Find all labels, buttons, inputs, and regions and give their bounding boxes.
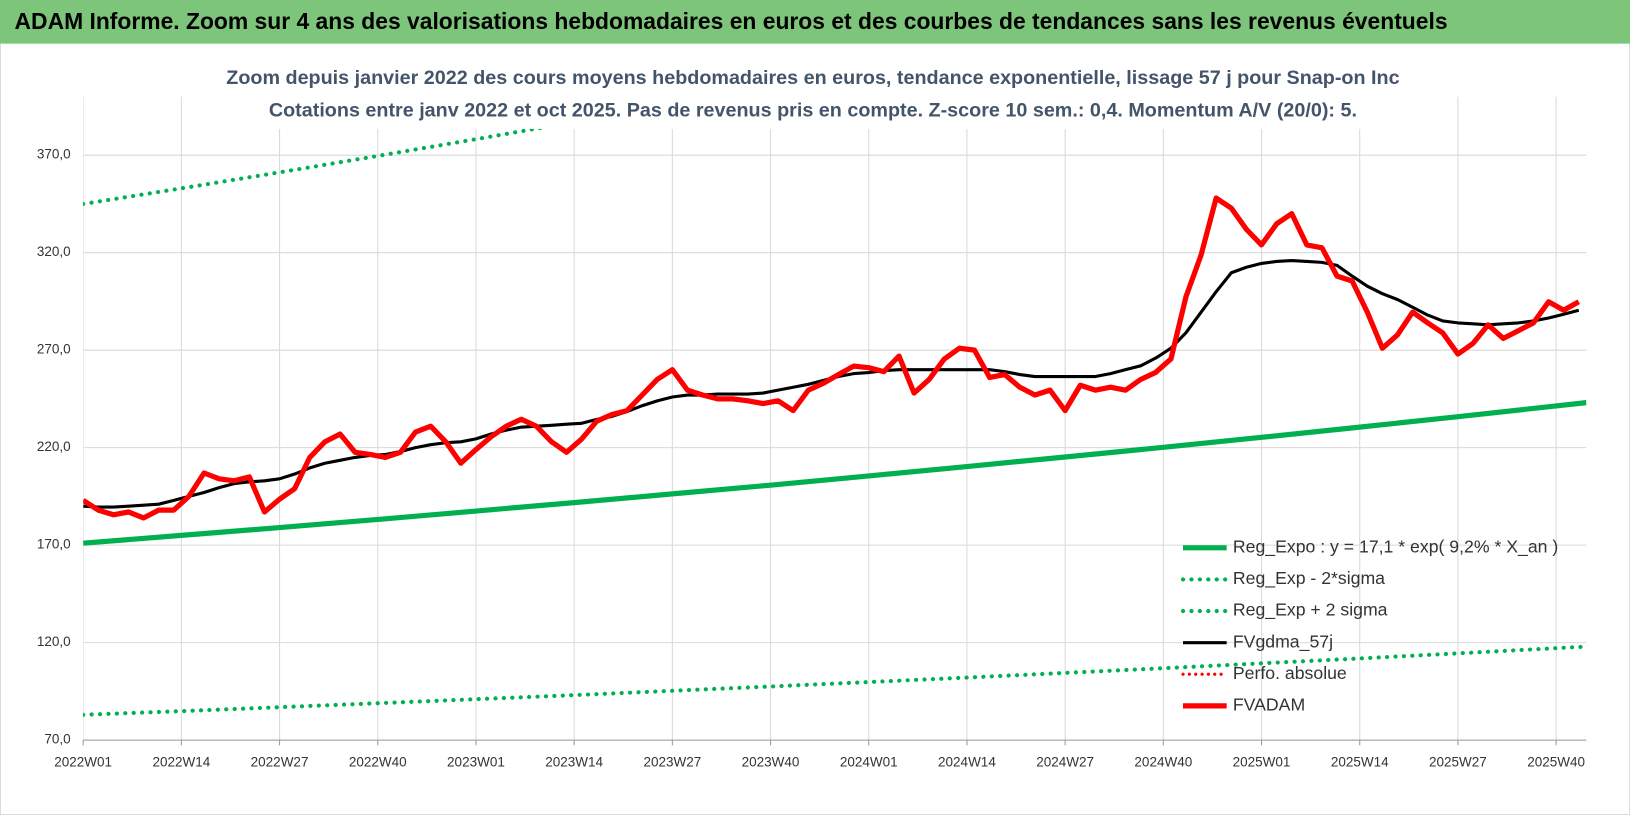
x-tick-label: 2025W40 bbox=[1527, 755, 1585, 770]
x-tick-label: 2024W01 bbox=[840, 755, 898, 770]
y-tick-label: 70,0 bbox=[44, 732, 70, 747]
x-tick-label: 2024W27 bbox=[1036, 755, 1094, 770]
legend-label: FVADAM bbox=[1233, 695, 1305, 715]
overlay: Zoom depuis janvier 2022 des cours moyen… bbox=[226, 60, 1400, 129]
legend-label: Reg_Exp - 2*sigma bbox=[1233, 568, 1385, 589]
legend-label: Reg_Expo : y = 17,1 * exp( 9,2% * X_an ) bbox=[1233, 537, 1558, 558]
x-tick-label: 2022W27 bbox=[251, 755, 309, 770]
x-tick-label: 2024W14 bbox=[938, 755, 996, 770]
legend-label: Perfo. absolue bbox=[1233, 663, 1347, 683]
page-title: ADAM Informe. Zoom sur 4 ans des valoris… bbox=[15, 8, 1448, 34]
y-tick-label: 170,0 bbox=[37, 537, 71, 552]
x-tick-label: 2023W14 bbox=[545, 755, 603, 770]
series-line bbox=[83, 195, 1581, 521]
header-bar bbox=[0, 0, 1630, 44]
x-tick-label: 2022W40 bbox=[349, 755, 407, 770]
x-tick-label: 2024W40 bbox=[1134, 755, 1192, 770]
subtitle-box bbox=[259, 60, 1362, 129]
legend-label: Reg_Exp + 2 sigma bbox=[1233, 600, 1388, 621]
y-tick-label: 220,0 bbox=[37, 439, 71, 454]
y-tick-label: 120,0 bbox=[37, 634, 71, 649]
x-tick-label: 2023W27 bbox=[643, 755, 701, 770]
series-line bbox=[83, 400, 1587, 546]
series-line bbox=[83, 644, 1587, 717]
x-tick-label: 2023W40 bbox=[742, 755, 800, 770]
x-tick-label: 2025W01 bbox=[1233, 755, 1291, 770]
x-tick-label: 2023W01 bbox=[447, 755, 505, 770]
legend-label: FVgdma_57j bbox=[1233, 631, 1333, 652]
subtitle: Cotations entre janv 2022 et oct 2025. P… bbox=[269, 99, 1357, 121]
y-tick-label: 320,0 bbox=[37, 244, 71, 259]
x-tick-label: 2022W14 bbox=[152, 755, 210, 770]
plot-area bbox=[83, 96, 1587, 741]
y-tick-label: 270,0 bbox=[37, 342, 71, 357]
x-tick-label: 2025W27 bbox=[1429, 755, 1487, 770]
x-tick-label: 2025W14 bbox=[1331, 755, 1389, 770]
y-tick-label: 370,0 bbox=[37, 147, 71, 162]
x-tick-label: 2022W01 bbox=[54, 755, 112, 770]
subtitle: Zoom depuis janvier 2022 des cours moyen… bbox=[226, 67, 1399, 89]
